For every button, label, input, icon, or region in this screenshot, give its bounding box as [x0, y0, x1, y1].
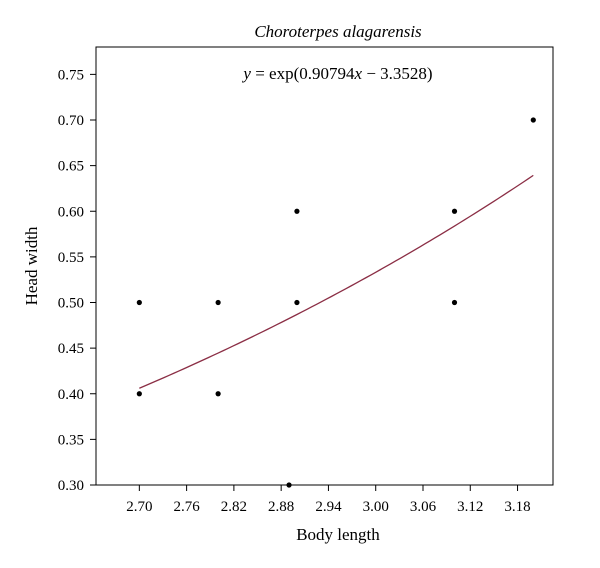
y-tick-label: 0.30: [58, 478, 84, 494]
data-point: [451, 299, 458, 306]
data-point: [215, 299, 221, 306]
data-point: [136, 391, 142, 397]
y-tick-label: 0.40: [58, 387, 84, 403]
x-tick-label: 2.88: [268, 499, 294, 515]
y-tick-label: 0.55: [58, 250, 84, 266]
y-tick-label: 0.65: [58, 159, 84, 175]
y-tick-label: 0.60: [58, 204, 84, 220]
equation-prefix: = exp(0.90794: [251, 64, 355, 83]
x-tick-label: 2.76: [173, 499, 200, 515]
chart-title: Choroterpes alagarensis: [254, 22, 422, 41]
x-tick-label: 3.00: [363, 499, 389, 515]
x-axis-title: Body length: [296, 525, 380, 544]
y-tick-label: 0.75: [58, 67, 84, 83]
equation-x: x: [354, 64, 363, 83]
data-point: [451, 208, 458, 214]
y-tick-label: 0.70: [58, 113, 84, 129]
x-tick-label: 2.70: [126, 499, 152, 515]
data-point: [294, 299, 300, 306]
fit-equation: y = exp(0.90794x − 3.3528): [241, 64, 432, 83]
plot-frame: [95, 46, 554, 486]
y-axis-title: Head width: [22, 226, 41, 305]
fit-curve: [139, 174, 534, 389]
x-tick-label: 2.94: [315, 499, 342, 515]
data-point: [294, 208, 300, 214]
equation-suffix: − 3.3528): [362, 64, 433, 83]
x-tick-label: 2.82: [221, 499, 247, 515]
y-tick-label: 0.45: [58, 341, 84, 357]
y-axis-ticks: 0.30 0.35 0.40 0.45 0.50 0.55 0.60 0.65 0.70 0.75: [58, 67, 96, 494]
x-tick-label: 3.18: [504, 499, 530, 515]
fit-curve-layer: [139, 174, 534, 389]
equation-y: y: [241, 64, 251, 83]
y-tick-label: 0.50: [58, 296, 84, 312]
data-points: [136, 117, 536, 488]
x-tick-label: 3.12: [457, 499, 483, 515]
data-point: [215, 391, 221, 397]
data-point: [530, 117, 536, 123]
data-point: [136, 299, 142, 306]
x-tick-label: 3.06: [410, 499, 437, 515]
x-axis-ticks: 2.70 2.76 2.82 2.88 2.94 3.00 3.06 3.12 3.18: [126, 485, 531, 515]
y-tick-label: 0.35: [58, 432, 84, 448]
data-point: [286, 482, 292, 488]
